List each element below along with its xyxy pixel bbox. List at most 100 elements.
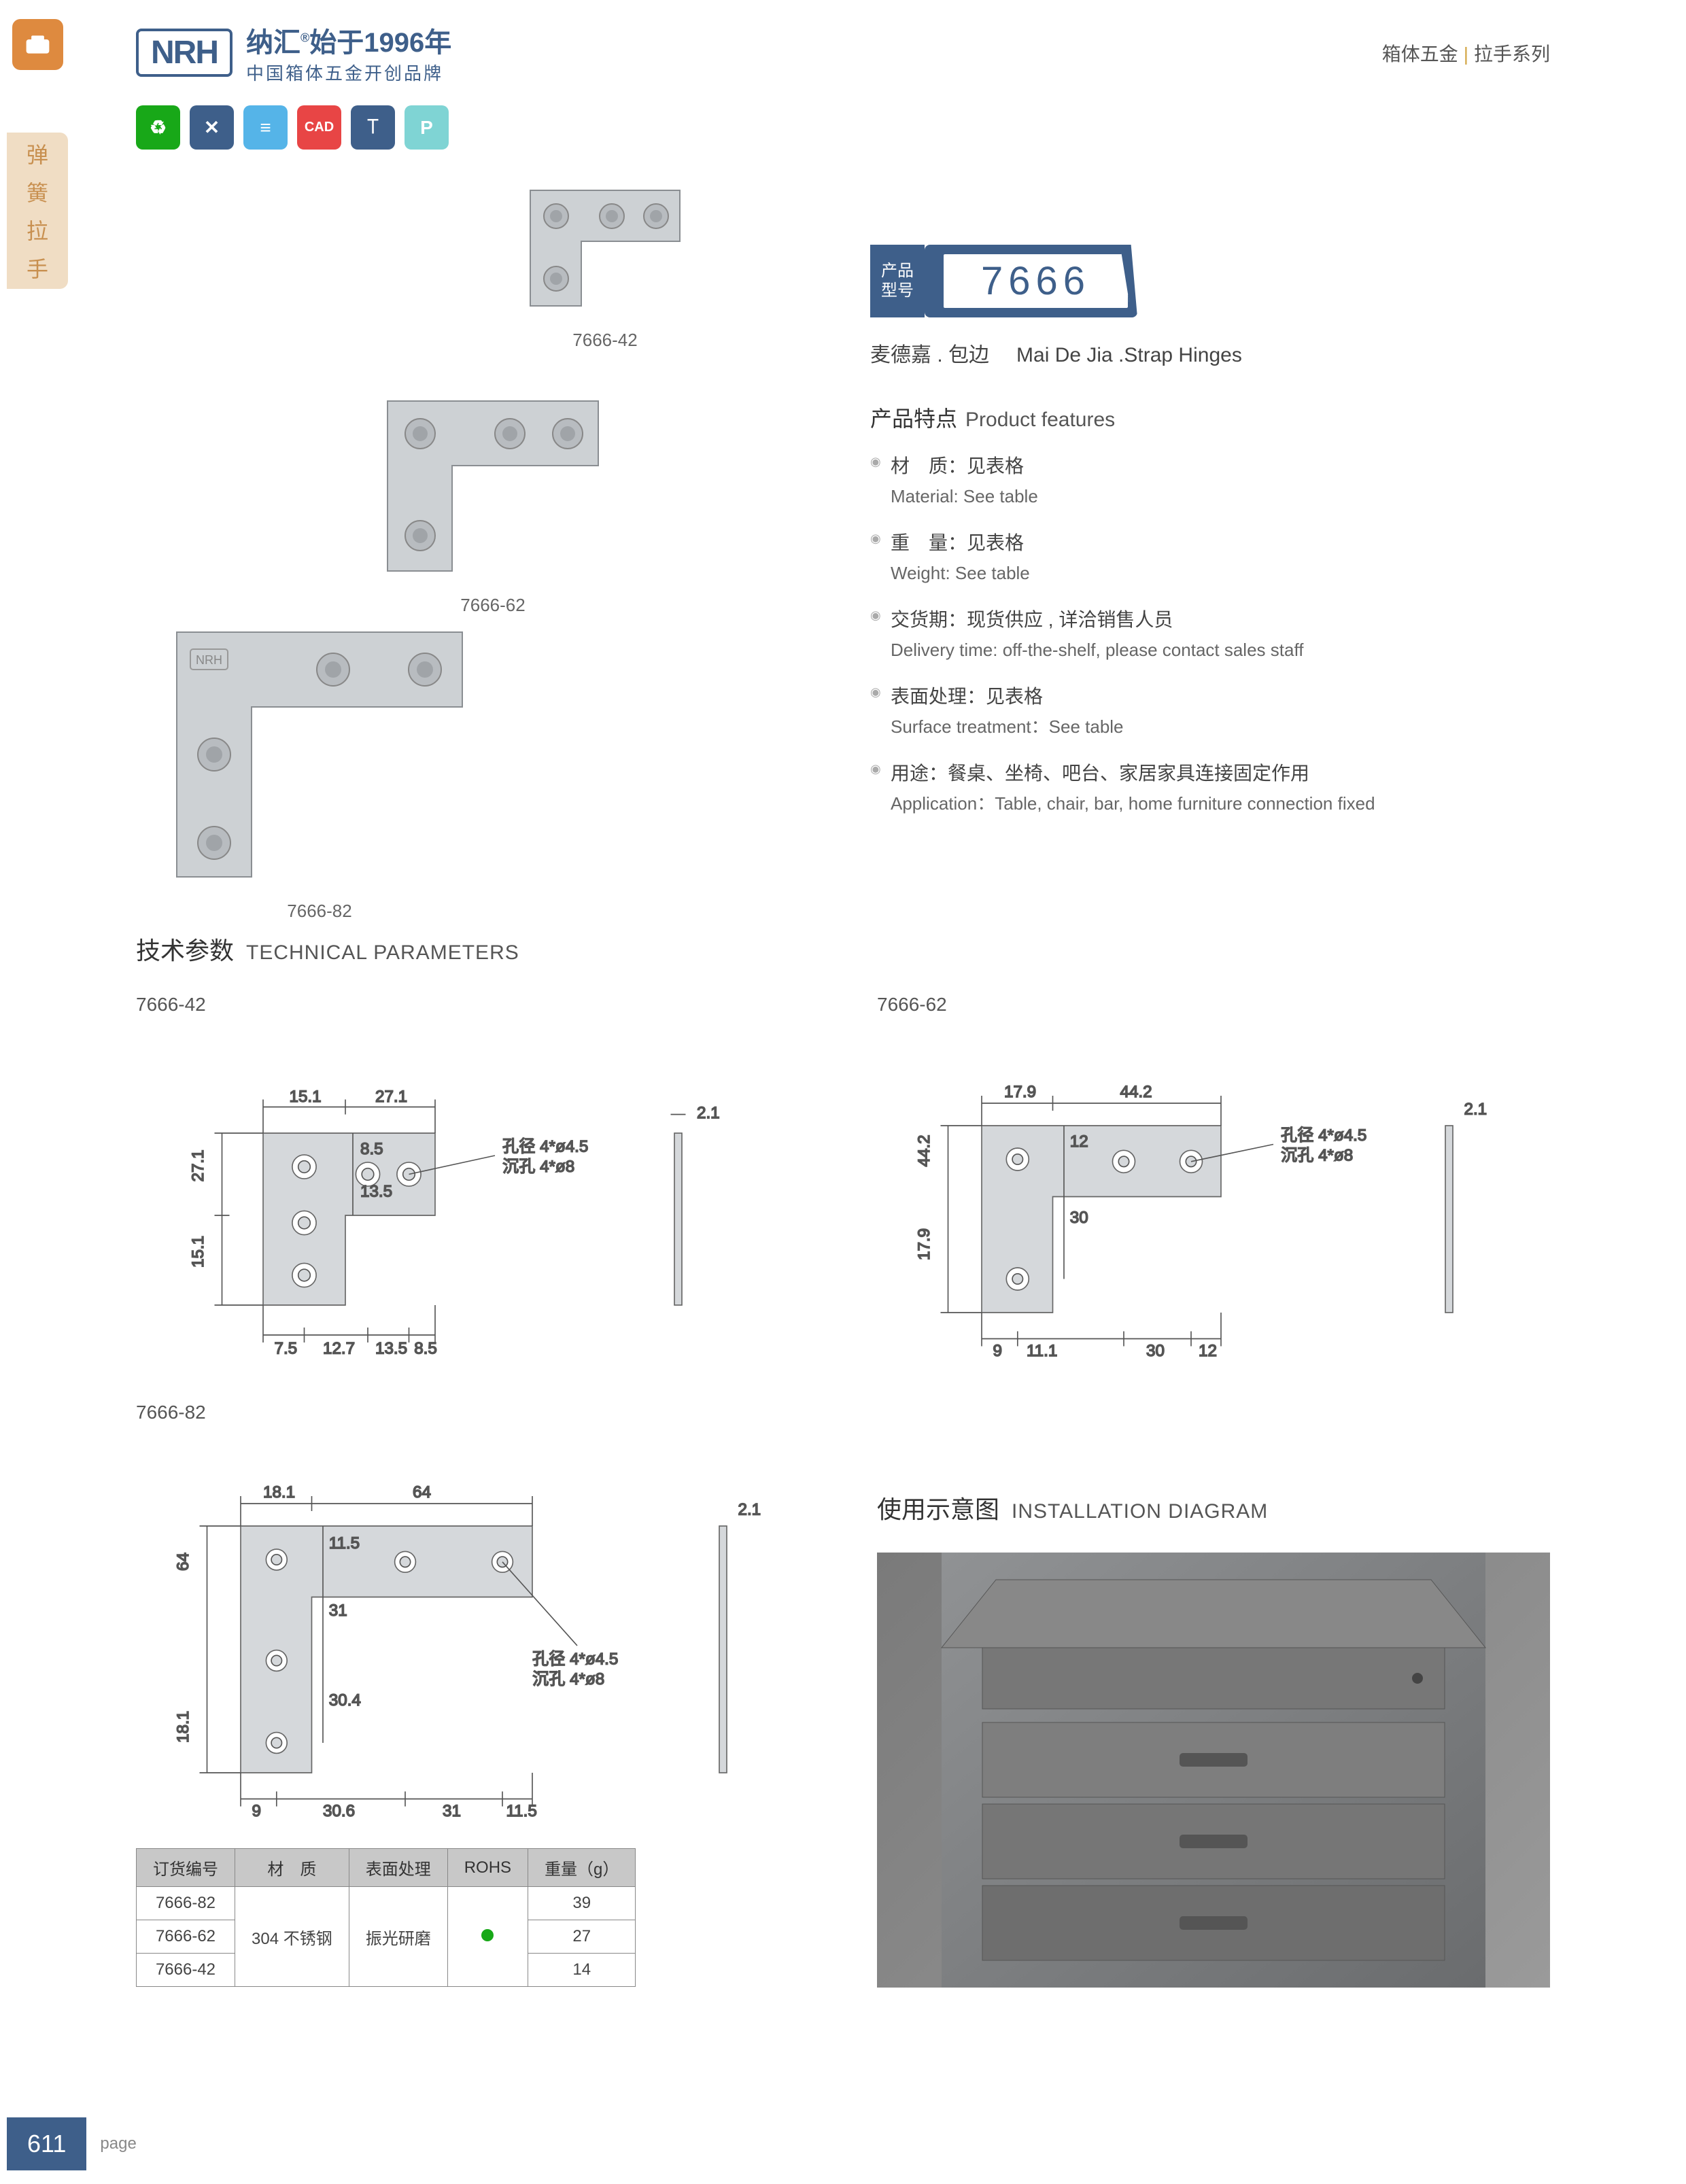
td-code: 7666-82 xyxy=(137,1887,235,1920)
feature-icon: ✕ xyxy=(190,105,234,150)
svg-text:15.1: 15.1 xyxy=(290,1088,322,1106)
badge-label: 产品型号 xyxy=(870,245,925,317)
feature-cn: 交货期：现货供应 , 详洽销售人员 xyxy=(891,606,1550,634)
th-rohs: ROHS xyxy=(447,1849,528,1887)
feature-cn: 表面处理：见表格 xyxy=(891,682,1550,711)
feature-en: Surface treatment：See table xyxy=(891,714,1550,740)
td-weight: 27 xyxy=(528,1920,636,1954)
side-tab-char: 弹 xyxy=(27,138,48,169)
svg-text:NRH: NRH xyxy=(196,653,222,667)
svg-text:沉孔 4*ø8: 沉孔 4*ø8 xyxy=(1281,1147,1353,1165)
logo-block: NRH 纳汇®始于1996年 中国箱体五金开创品牌 xyxy=(136,20,451,85)
feature-en: Weight: See table xyxy=(891,560,1550,587)
svg-text:8.5: 8.5 xyxy=(360,1140,383,1158)
feature-icon: CAD xyxy=(297,105,341,150)
tech-params-heading: 技术参数TECHNICAL PARAMETERS xyxy=(136,931,1550,967)
svg-text:18.1: 18.1 xyxy=(263,1483,295,1502)
nrh-logo: NRH xyxy=(136,29,233,77)
tech-drawing-62: 17.9 44.2 44.2 17.9 12 30 9 11.1 30 12 xyxy=(877,1036,1550,1357)
page-header: NRH 纳汇®始于1996年 中国箱体五金开创品牌 箱体五金|拉手系列 xyxy=(0,0,1686,99)
features-list: 材 质：见表格Material: See table 重 量：见表格Weight… xyxy=(870,452,1550,817)
product-number: 7666 xyxy=(941,252,1131,311)
bracket-label: 7666-82 xyxy=(163,901,476,922)
feature-icon: ⟙ xyxy=(351,105,395,150)
svg-text:11.5: 11.5 xyxy=(329,1534,360,1553)
svg-text:44.2: 44.2 xyxy=(1120,1083,1152,1101)
svg-text:64: 64 xyxy=(413,1483,431,1502)
svg-text:7.5: 7.5 xyxy=(275,1340,298,1358)
svg-text:30.6: 30.6 xyxy=(323,1802,355,1818)
td-rohs xyxy=(447,1887,528,1987)
feature-icon: ♻ xyxy=(136,105,180,150)
svg-text:孔径 4*ø4.5: 孔径 4*ø4.5 xyxy=(532,1650,618,1669)
feature-icon: P xyxy=(405,105,449,150)
tech-item-label: 7666-62 xyxy=(877,994,1550,1016)
svg-text:12.7: 12.7 xyxy=(323,1340,355,1358)
product-subtitle: 麦德嘉 . 包边Mai De Jia .Strap Hinges xyxy=(870,338,1550,368)
page-label: page xyxy=(100,2134,136,2153)
brand-slogan: 中国箱体五金开创品牌 xyxy=(246,60,451,85)
rohs-dot-icon xyxy=(481,1929,494,1941)
breadcrumb: 箱体五金|拉手系列 xyxy=(1382,39,1550,67)
features-heading: 产品特点Product features xyxy=(870,402,1550,433)
side-category-tab: 弹 簧 拉 手 xyxy=(7,133,68,289)
install-heading: 使用示意图INSTALLATION DIAGRAM xyxy=(877,1490,1550,1525)
svg-text:27.1: 27.1 xyxy=(189,1149,207,1181)
svg-text:18.1: 18.1 xyxy=(174,1711,192,1743)
side-tab-char: 簧 xyxy=(27,176,48,207)
feature-cn: 用途：餐桌、坐椅、吧台、家居家具连接固定作用 xyxy=(891,759,1550,788)
svg-text:27.1: 27.1 xyxy=(375,1088,407,1106)
td-code: 7666-62 xyxy=(137,1920,235,1954)
tech-drawing-42: 15.1 27.1 27.1 15.1 8.5 13.5 7.5 12.7 xyxy=(136,1036,809,1357)
installation-photo xyxy=(877,1553,1550,1988)
svg-text:31: 31 xyxy=(329,1601,347,1620)
svg-text:30: 30 xyxy=(1146,1342,1165,1357)
th-surface: 表面处理 xyxy=(349,1849,447,1887)
svg-text:17.9: 17.9 xyxy=(1004,1083,1036,1101)
feature-en: Delivery time: off-the-shelf, please con… xyxy=(891,637,1550,663)
svg-text:11.5: 11.5 xyxy=(506,1802,536,1818)
svg-text:12: 12 xyxy=(1199,1342,1217,1357)
feature-cn: 重 量：见表格 xyxy=(891,529,1550,557)
svg-text:17.9: 17.9 xyxy=(915,1228,933,1260)
svg-text:13.5: 13.5 xyxy=(360,1183,392,1201)
feature-en: Application：Table, chair, bar, home furn… xyxy=(891,791,1550,817)
svg-text:2.1: 2.1 xyxy=(697,1104,720,1122)
svg-text:2.1: 2.1 xyxy=(738,1501,761,1519)
side-tab-char: 手 xyxy=(27,252,48,283)
svg-text:9: 9 xyxy=(993,1342,1002,1357)
bracket-label: 7666-42 xyxy=(517,330,693,351)
page-number: 611 xyxy=(7,2117,86,2170)
svg-text:孔径 4*ø4.5: 孔径 4*ø4.5 xyxy=(502,1138,588,1156)
th-weight: 重量（g） xyxy=(528,1849,636,1887)
bracket-82-icon: NRH xyxy=(163,619,476,890)
tech-drawing-82: 18.1 64 64 18.1 11.5 31 30.4 9 30.6 31 1… xyxy=(136,1444,809,1818)
tech-item-label: 7666-82 xyxy=(136,1402,809,1423)
th-material: 材 质 xyxy=(235,1849,349,1887)
page-footer: 611 page xyxy=(7,2117,137,2170)
feature-cn: 材 质：见表格 xyxy=(891,452,1550,481)
feature-icon: ≡ xyxy=(243,105,288,150)
spec-table: 订货编号 材 质 表面处理 ROHS 重量（g） 7666-82 304 不锈钢… xyxy=(136,1848,636,1987)
svg-text:9: 9 xyxy=(252,1802,261,1818)
feature-icon-row: ♻ ✕ ≡ CAD ⟙ P xyxy=(0,99,1686,177)
side-tab-char: 拉 xyxy=(27,214,48,245)
product-render-area: 7666-42 7666-62 NR xyxy=(136,177,816,890)
svg-text:31: 31 xyxy=(443,1802,461,1818)
svg-text:11.1: 11.1 xyxy=(1027,1342,1057,1357)
corner-icon-badge xyxy=(12,19,63,70)
svg-text:沉孔 4*ø8: 沉孔 4*ø8 xyxy=(502,1158,574,1176)
svg-text:12: 12 xyxy=(1070,1132,1088,1151)
svg-text:孔径 4*ø4.5: 孔径 4*ø4.5 xyxy=(1281,1126,1366,1145)
td-code: 7666-42 xyxy=(137,1954,235,1987)
svg-text:30.4: 30.4 xyxy=(329,1691,361,1710)
td-surface: 振光研磨 xyxy=(349,1887,447,1987)
tech-item-label: 7666-42 xyxy=(136,994,809,1016)
product-number-badge: 产品型号 7666 xyxy=(870,245,1550,317)
bracket-label: 7666-62 xyxy=(374,595,612,616)
svg-text:2.1: 2.1 xyxy=(1464,1100,1487,1119)
svg-text:30: 30 xyxy=(1070,1209,1088,1227)
td-weight: 39 xyxy=(528,1887,636,1920)
svg-text:8.5: 8.5 xyxy=(414,1340,437,1358)
svg-text:44.2: 44.2 xyxy=(915,1134,933,1166)
